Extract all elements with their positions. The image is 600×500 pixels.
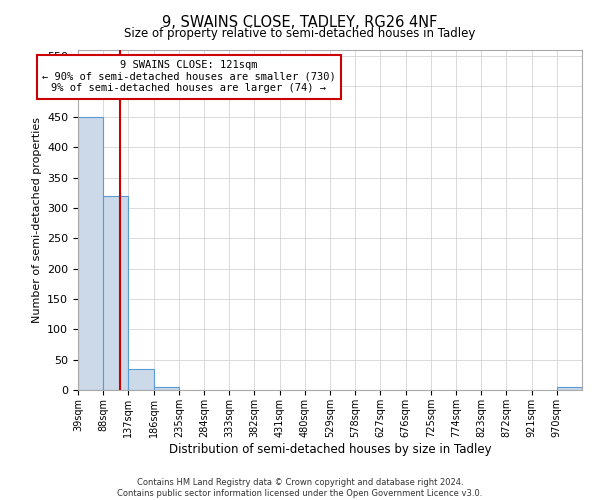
Bar (103, 196, 128, 390)
Bar (128, 369, 154, 390)
Bar (557, 387, 582, 390)
Bar (78, 117, 103, 390)
Text: 9, SWAINS CLOSE, TADLEY, RG26 4NF: 9, SWAINS CLOSE, TADLEY, RG26 4NF (163, 15, 437, 30)
X-axis label: Distribution of semi-detached houses by size in Tadley: Distribution of semi-detached houses by … (169, 442, 491, 456)
Text: 9 SWAINS CLOSE: 121sqm
← 90% of semi-detached houses are smaller (730)
9% of sem: 9 SWAINS CLOSE: 121sqm ← 90% of semi-det… (42, 60, 336, 94)
Text: Size of property relative to semi-detached houses in Tadley: Size of property relative to semi-detach… (124, 28, 476, 40)
Bar (154, 387, 179, 390)
Text: Contains HM Land Registry data © Crown copyright and database right 2024.
Contai: Contains HM Land Registry data © Crown c… (118, 478, 482, 498)
Y-axis label: Number of semi-detached properties: Number of semi-detached properties (32, 117, 41, 323)
